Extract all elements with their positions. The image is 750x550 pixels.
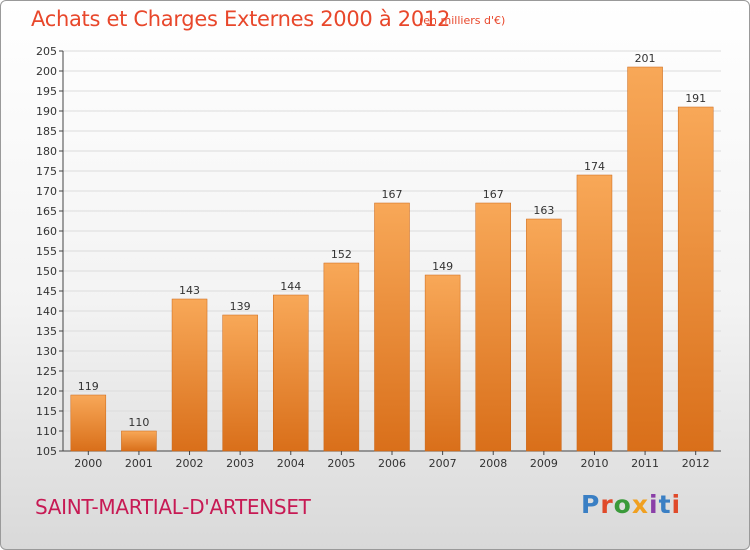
x-tick-label: 2007: [429, 457, 457, 470]
chart-title: Achats et Charges Externes 2000 à 2012: [31, 7, 451, 31]
y-tick-label: 165: [36, 205, 57, 218]
data-label: 139: [230, 300, 251, 313]
x-tick-label: 2003: [226, 457, 254, 470]
y-tick-label: 160: [36, 225, 57, 238]
data-label: 174: [584, 160, 605, 173]
bar: [576, 174, 613, 452]
y-tick-label: 175: [36, 165, 57, 178]
brand-letter: x: [631, 490, 649, 519]
proxiti-logo[interactable]: Proxiti: [581, 490, 681, 519]
y-tick-label: 140: [36, 305, 57, 318]
data-label: 191: [685, 92, 706, 105]
y-tick-label: 170: [36, 185, 57, 198]
x-tick-label: 2006: [378, 457, 406, 470]
bar: [677, 106, 714, 452]
y-tick-label: 115: [36, 405, 57, 418]
y-tick-label: 185: [36, 125, 57, 138]
brand-letter: i: [649, 490, 659, 519]
y-tick-label: 180: [36, 145, 57, 158]
brand-letter: P: [581, 490, 601, 519]
bar: [171, 298, 208, 452]
bar: [526, 218, 562, 452]
y-tick-label: 120: [36, 385, 57, 398]
x-tick-label: 2011: [631, 457, 659, 470]
y-tick-label: 155: [36, 245, 57, 258]
x-tick-label: 2004: [277, 457, 305, 470]
y-tick-label: 145: [36, 285, 57, 298]
x-tick-label: 2009: [530, 457, 558, 470]
x-tick-label: 2008: [479, 457, 507, 470]
x-tick-label: 2005: [327, 457, 355, 470]
bar: [222, 314, 258, 452]
brand-letter: t: [658, 490, 672, 519]
brand-letter: r: [600, 490, 614, 519]
data-label: 110: [128, 416, 149, 429]
x-tick-label: 2000: [74, 457, 102, 470]
data-label: 163: [533, 204, 554, 217]
x-tick-label: 2010: [580, 457, 608, 470]
y-tick-label: 105: [36, 445, 57, 458]
data-label: 152: [331, 248, 352, 261]
bar: [627, 66, 663, 452]
data-label: 119: [78, 380, 99, 393]
bar: [323, 262, 360, 452]
x-tick-label: 2001: [125, 457, 153, 470]
data-label: 167: [483, 188, 504, 201]
bar: [424, 274, 461, 452]
y-tick-label: 135: [36, 325, 57, 338]
y-tick-label: 130: [36, 345, 57, 358]
y-tick-label: 110: [36, 425, 57, 438]
y-tick-label: 125: [36, 365, 57, 378]
bar: [374, 202, 410, 452]
town-name: SAINT-MARTIAL-D'ARTENSET: [35, 495, 311, 519]
x-tick-label: 2012: [682, 457, 710, 470]
bar: [475, 202, 511, 452]
data-label: 167: [382, 188, 403, 201]
brand-letter: o: [613, 490, 632, 519]
bar: [121, 430, 157, 452]
bar: [70, 394, 107, 452]
data-label: 201: [635, 52, 656, 65]
y-tick-label: 200: [36, 65, 57, 78]
y-tick-label: 195: [36, 85, 57, 98]
bar: [273, 294, 309, 452]
y-tick-label: 150: [36, 265, 57, 278]
x-tick-label: 2002: [176, 457, 204, 470]
data-label: 143: [179, 284, 200, 297]
y-tick-label: 205: [36, 45, 57, 58]
brand-letter: i: [671, 490, 682, 519]
y-tick-label: 190: [36, 105, 57, 118]
chart-subtitle: (en milliers d'€): [419, 14, 506, 27]
data-label: 149: [432, 260, 453, 273]
data-label: 144: [280, 280, 301, 293]
